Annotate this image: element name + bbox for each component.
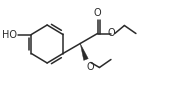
Text: O: O [94,7,101,18]
Text: HO: HO [2,29,17,40]
Polygon shape [80,43,88,60]
Text: O: O [107,29,115,39]
Text: O: O [87,62,95,73]
